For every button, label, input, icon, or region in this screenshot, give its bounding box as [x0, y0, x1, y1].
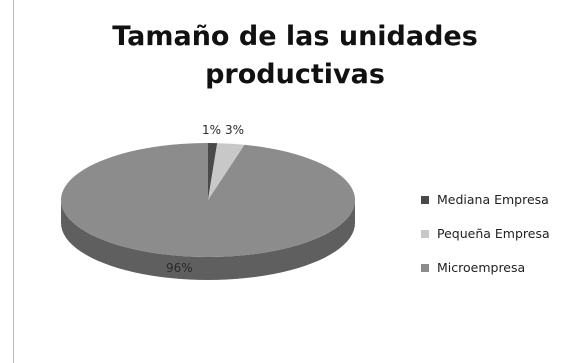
pie-side-2: [61, 200, 355, 280]
data-label-0: 1%: [202, 123, 221, 137]
legend-swatch: [421, 229, 429, 238]
chart-legend: Mediana Empresa Pequeña Empresa Microemp…: [421, 190, 550, 292]
pie-slice-1: [208, 143, 245, 200]
pie-slice-2: [61, 143, 356, 257]
legend-item-microempresa: Microempresa: [421, 258, 550, 277]
chart-title: Tamaño de las unidades productivas: [112, 21, 478, 90]
legend-swatch: [421, 263, 429, 272]
legend-label: Microempresa: [437, 260, 526, 275]
data-label-1: 3%: [225, 123, 244, 137]
data-label-2: 96%: [166, 261, 193, 275]
legend-item-pequena-empresa: Pequeña Empresa: [421, 224, 550, 243]
legend-item-mediana-empresa: Mediana Empresa: [421, 190, 550, 209]
left-divider: [13, 0, 14, 363]
legend-swatch: [421, 195, 429, 204]
legend-label: Mediana Empresa: [437, 192, 549, 207]
legend-label: Pequeña Empresa: [437, 226, 550, 241]
pie-slice-0: [208, 142, 218, 200]
